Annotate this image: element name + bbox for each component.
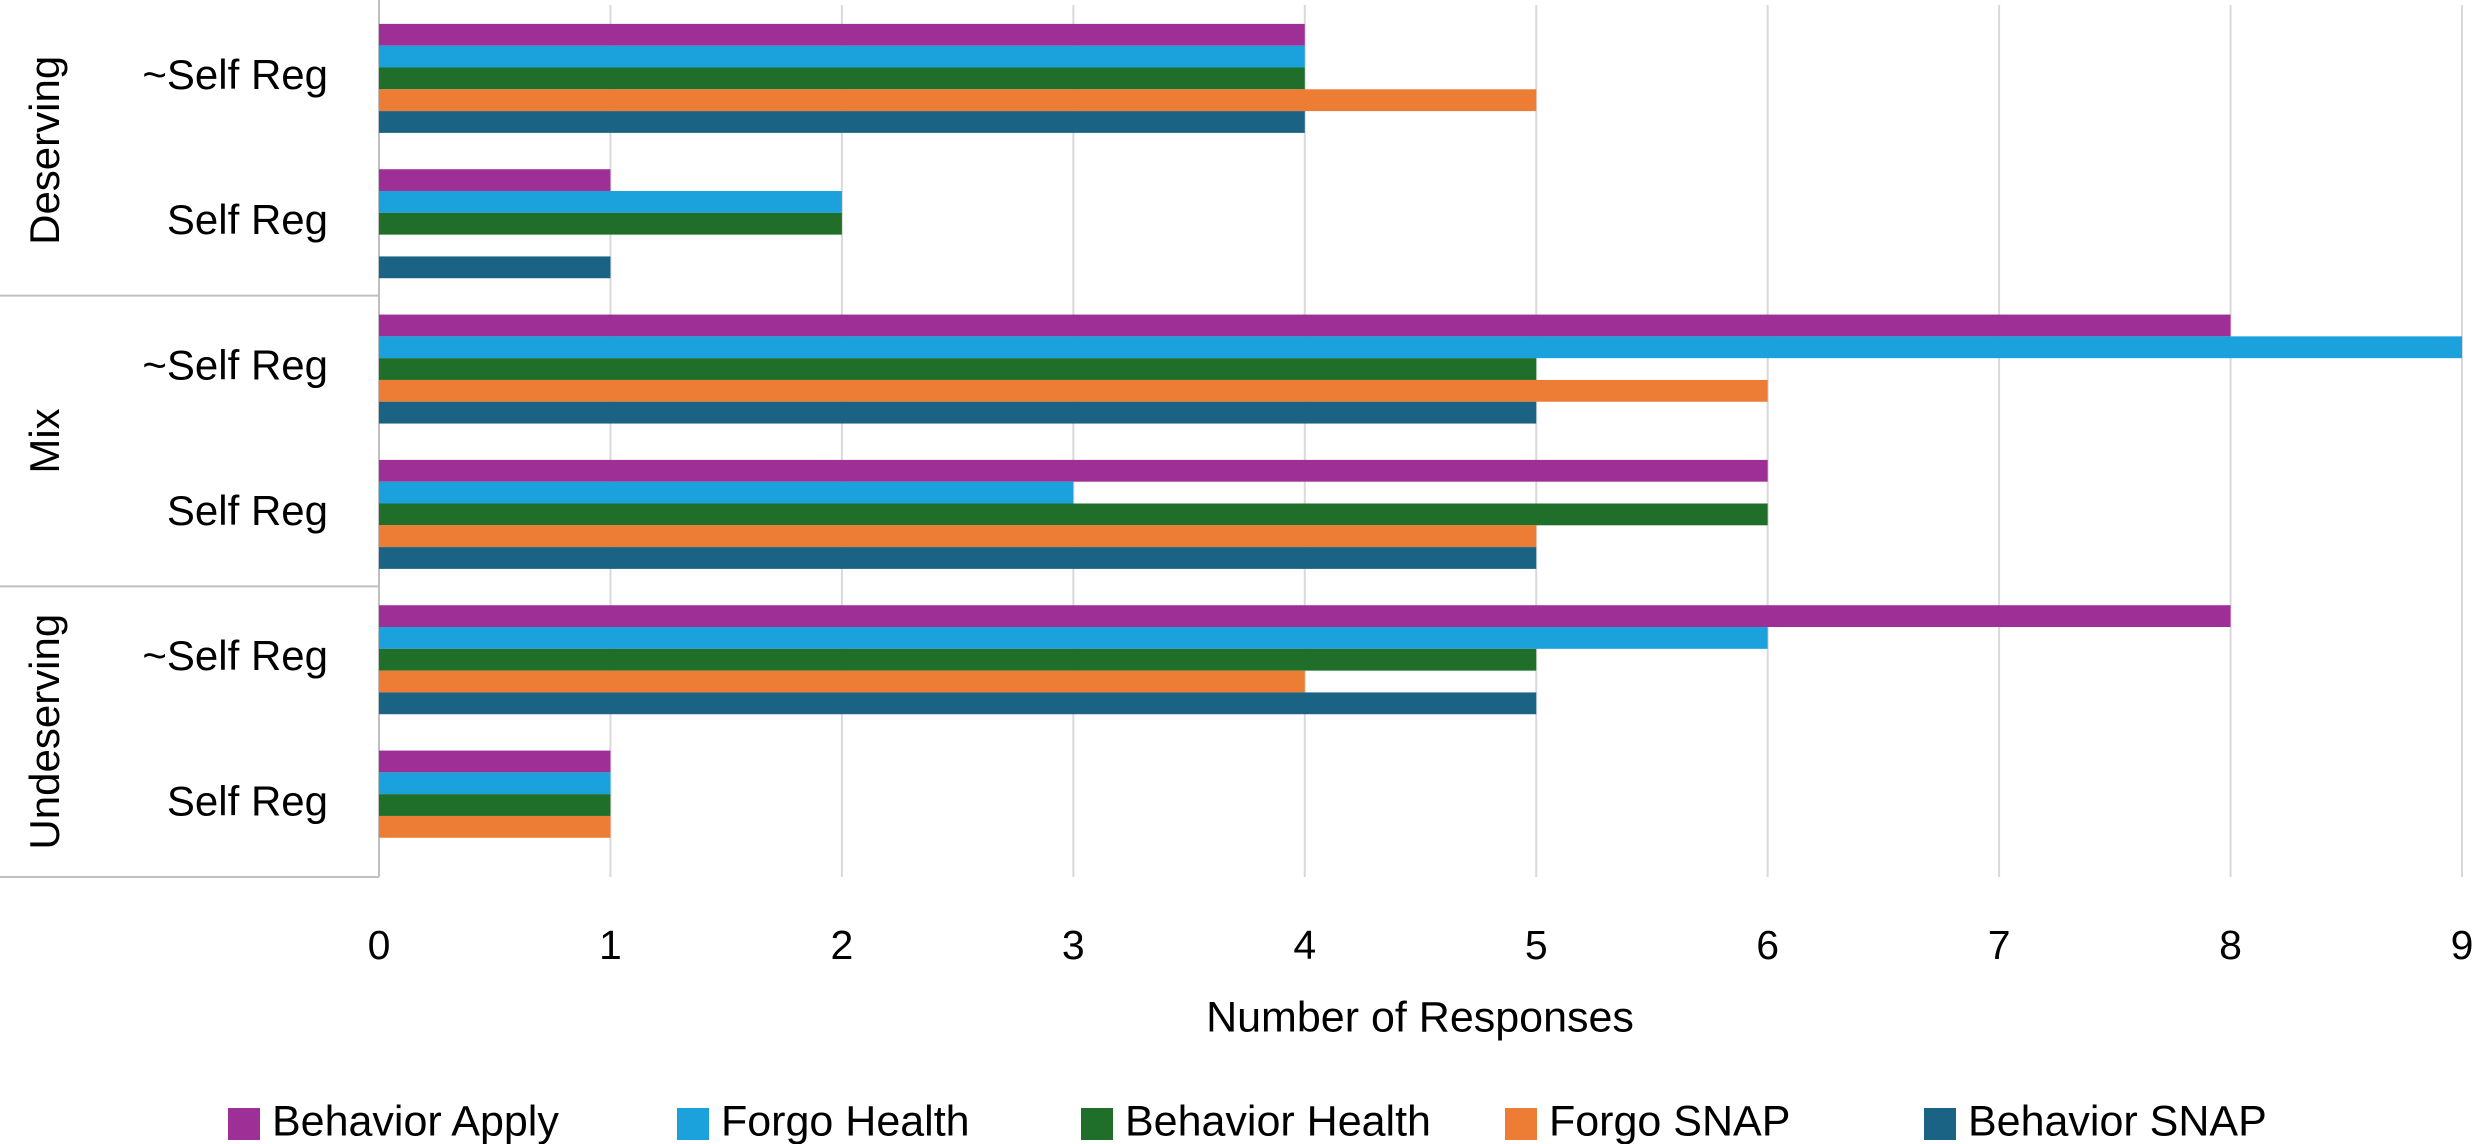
x-tick-label: 8 (2219, 922, 2242, 968)
legend-label: Behavior Apply (272, 1097, 559, 1144)
bar (379, 772, 611, 795)
bar (379, 379, 1768, 402)
bar (379, 111, 1305, 133)
bar (379, 481, 1074, 504)
x-axis-title: Number of Responses (1206, 993, 1634, 1041)
y-tick-label: ~Self Reg (142, 341, 328, 388)
x-tick-label: 2 (830, 922, 853, 968)
bar (379, 815, 611, 838)
bar (379, 191, 842, 213)
bar (379, 525, 1537, 548)
legend-label: Behavior SNAP (1968, 1097, 2267, 1144)
x-tick-label: 0 (368, 922, 391, 968)
bar (379, 358, 1537, 380)
bar (379, 401, 1537, 424)
bar (379, 459, 1768, 482)
bar (379, 794, 611, 816)
bar (379, 503, 1768, 526)
x-tick-label: 1 (599, 922, 622, 968)
legend-label: Forgo SNAP (1549, 1097, 1790, 1144)
x-tick-label: 6 (1756, 922, 1779, 968)
bar (379, 692, 1537, 715)
bar (379, 605, 2231, 628)
group-label: Deserving (21, 56, 68, 245)
bar (379, 627, 1768, 649)
bar (379, 648, 1537, 671)
bar (379, 212, 842, 235)
x-tick-label: 5 (1525, 922, 1548, 968)
bar (379, 750, 611, 773)
x-tick-label: 3 (1062, 922, 1085, 968)
legend-marker (677, 1108, 709, 1140)
legend-marker (1505, 1108, 1537, 1140)
bar (379, 670, 1305, 693)
y-tick-label: Self Reg (167, 487, 328, 534)
legend-label: Behavior Health (1125, 1097, 1431, 1144)
x-tick-label: 7 (1988, 922, 2011, 968)
legend-marker (1081, 1108, 1113, 1140)
group-label: Undeserving (21, 614, 68, 850)
bar (379, 256, 611, 279)
legend-label: Forgo Health (721, 1097, 970, 1144)
bar (379, 336, 2462, 359)
bar (379, 67, 1305, 90)
legend-marker (1924, 1108, 1956, 1140)
bar (379, 45, 1305, 68)
bar (379, 89, 1537, 112)
x-tick-label: 4 (1293, 922, 1316, 968)
x-tick-label: 9 (2451, 922, 2474, 968)
y-tick-label: ~Self Reg (142, 632, 328, 679)
legend-marker (228, 1108, 260, 1140)
y-tick-label: ~Self Reg (142, 51, 328, 98)
y-tick-label: Self Reg (167, 196, 328, 243)
bar (379, 169, 611, 192)
y-tick-label: Self Reg (167, 777, 328, 824)
bar (379, 314, 2231, 337)
group-label: Mix (21, 408, 68, 473)
bar (379, 23, 1305, 46)
bar (379, 547, 1537, 569)
